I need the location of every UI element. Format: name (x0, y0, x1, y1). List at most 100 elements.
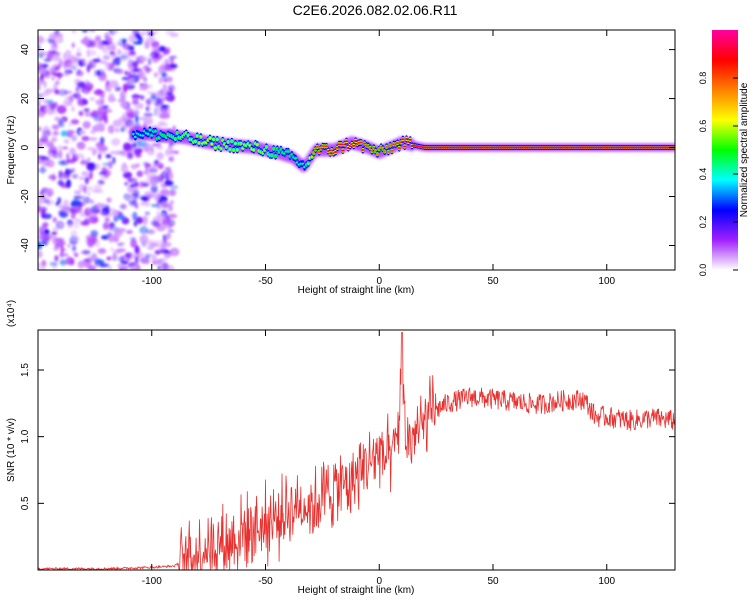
noise-blob (121, 112, 129, 121)
noise-blob (57, 179, 65, 186)
noise-blob (156, 146, 163, 150)
noise-blob (70, 212, 76, 220)
noise-blob (161, 108, 166, 114)
noise-blob (139, 56, 148, 62)
noise-blob (58, 222, 64, 227)
noise-blob (43, 104, 53, 108)
ridge-cell (186, 134, 190, 137)
noise-blob (109, 247, 114, 251)
noise-blob (88, 137, 98, 141)
spectrogram-x-tick-label: 100 (598, 276, 615, 287)
ridge-cell (255, 143, 259, 146)
noise-blob (145, 162, 149, 172)
snr-panel: -100 -50 0 50 100 0.5 1.0 1.5 Height of straigh… (6, 300, 676, 596)
spectrogram-x-tick-label: 50 (487, 276, 499, 287)
noise-blob (126, 151, 134, 160)
noise-blob (170, 199, 174, 205)
snr-y-tick-label: 1.0 (20, 429, 31, 443)
noise-blob (166, 95, 171, 101)
ridge-cell (146, 132, 150, 135)
noise-blob (38, 250, 43, 259)
noise-blob (106, 256, 112, 261)
noise-blob (164, 167, 172, 171)
noise-blob (53, 30, 58, 38)
noise-blob (54, 255, 59, 262)
noise-blob (117, 49, 122, 55)
noise-blob (131, 189, 140, 198)
noise-blob (167, 204, 174, 212)
noise-blob (144, 211, 150, 216)
colorbar-label: Normalized spectral amplitude (739, 82, 750, 217)
ridge-cell (310, 155, 314, 158)
noise-blob (147, 57, 152, 66)
noise-blob (96, 89, 102, 93)
noise-blob (150, 93, 157, 101)
noise-blob (82, 36, 89, 46)
noise-blob (127, 50, 137, 58)
noise-blob (40, 267, 46, 270)
ridge-cell (228, 148, 232, 151)
noise-blob (100, 235, 111, 240)
ridge-cell (372, 146, 376, 149)
noise-blob (39, 38, 49, 42)
noise-blob (76, 81, 86, 88)
noise-blob (38, 204, 42, 213)
noise-blob (38, 140, 44, 149)
noise-blob (143, 119, 153, 126)
ridge-cell (208, 137, 212, 140)
noise-blob (50, 55, 61, 62)
noise-blob (79, 211, 86, 217)
noise-blob (38, 100, 41, 107)
ridge-cell (148, 128, 152, 131)
noise-blob (71, 30, 76, 34)
noise-blob (112, 156, 116, 165)
noise-blob (165, 79, 171, 83)
noise-blob (71, 245, 77, 252)
noise-blob (70, 134, 78, 142)
noise-blob (141, 196, 148, 202)
noise-blob (86, 237, 97, 246)
noise-blob (108, 227, 115, 231)
noise-blob (104, 32, 110, 38)
ridge-cell (233, 142, 238, 145)
ridge-cell (293, 157, 298, 160)
noise-blob (69, 147, 76, 155)
noise-blob (116, 68, 125, 75)
noise-blob (117, 98, 126, 103)
noise-blob (132, 41, 143, 45)
noise-blob (115, 127, 120, 133)
noise-blob (57, 119, 64, 127)
noise-blob (149, 37, 156, 43)
noise-blob (108, 264, 112, 270)
ridge-cell (270, 154, 274, 157)
spectrogram-panel: -100 -50 0 50 100 -40 -20 0 20 40 Height of strai… (6, 29, 676, 296)
ridge-cell (388, 144, 392, 147)
noise-blob (145, 229, 156, 235)
noise-blob (99, 210, 107, 216)
ridge-cell (344, 140, 349, 143)
noise-blob (126, 81, 135, 91)
noise-blob (48, 145, 58, 153)
ridge-cell (315, 145, 319, 148)
noise-blob (42, 98, 50, 104)
ridge-cell (175, 131, 179, 134)
noise-blob (169, 57, 174, 65)
noise-blob (131, 94, 141, 99)
noise-blob (114, 86, 122, 92)
snr-x-tick-label: -50 (258, 576, 273, 587)
noise-blob (100, 60, 107, 65)
noise-blob (84, 217, 90, 225)
noise-blob (164, 59, 170, 63)
noise-blob (65, 257, 74, 266)
noise-blob (38, 110, 41, 118)
noise-blob (58, 58, 64, 67)
noise-blob (148, 53, 155, 57)
noise-blob (119, 103, 128, 107)
noise-blob (38, 70, 44, 75)
noise-blob (72, 223, 80, 229)
noise-blob (163, 263, 168, 270)
noise-blob (70, 119, 80, 125)
spectrogram-axes: -100 -50 0 50 100 -40 -20 0 20 40 (20, 30, 675, 287)
noise-blob (95, 69, 101, 77)
noise-blob (88, 212, 97, 218)
